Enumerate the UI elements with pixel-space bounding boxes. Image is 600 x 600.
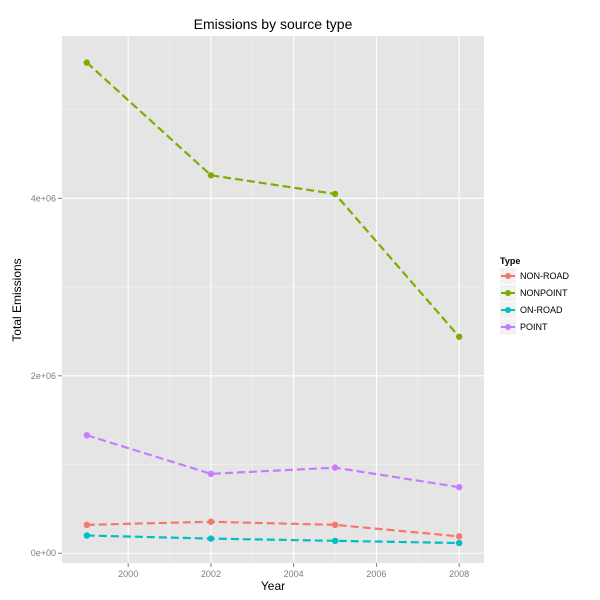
data-point-point [455, 483, 463, 491]
series-line-on-road [86, 534, 460, 545]
data-point-point [207, 470, 215, 478]
legend-item-label: POINT [520, 322, 548, 332]
data-point-point [331, 464, 339, 471]
data-point-nonpoint [331, 190, 339, 198]
y-axis-title: Total Emissions [10, 258, 24, 341]
data-point-on-road [455, 539, 463, 547]
data-point-non-road [207, 518, 215, 525]
legend-item-label: ON-ROAD [520, 305, 563, 315]
data-point-non-road [83, 521, 91, 529]
x-tick-label: 2000 [118, 569, 138, 579]
x-tick-label: 2006 [366, 569, 386, 579]
data-point-point [83, 432, 91, 439]
plot-panel [62, 36, 484, 563]
data-point-nonpoint [83, 59, 91, 66]
series-line-nonpoint [86, 61, 461, 338]
series-line-point [86, 434, 460, 489]
y-tick-label: 0e+00 [31, 548, 56, 558]
y-tick-label: 4e+06 [31, 193, 56, 203]
data-point-nonpoint [207, 172, 215, 179]
major-gridlines [62, 36, 484, 563]
legend-item-label: NON-ROAD [520, 271, 569, 281]
x-tick-label: 2002 [201, 569, 221, 579]
legend-key-point [505, 290, 511, 296]
data-point-on-road [331, 537, 339, 545]
legend-title: Type [500, 256, 520, 266]
x-axis-title: Year [261, 579, 285, 593]
x-tick-label: 2004 [284, 569, 304, 579]
legend-key-point [505, 273, 511, 279]
y-tick-label: 2e+06 [31, 371, 56, 381]
legend-key-point [505, 307, 511, 313]
data-point-non-road [331, 521, 339, 529]
minor-gridlines [62, 36, 484, 563]
series-line-non-road [86, 520, 460, 538]
data-point-on-road [83, 532, 91, 539]
x-axis: 2000 2002 2004 2006 2008 [118, 563, 469, 579]
legend-key-point [505, 324, 511, 330]
series-layer [83, 59, 463, 547]
data-point-on-road [207, 535, 215, 542]
chart-title: Emissions by source type [194, 16, 353, 32]
legend-item-label: NONPOINT [520, 288, 568, 298]
legend: Type NON-ROAD NONPOINT ON-ROAD POINT [500, 256, 569, 335]
y-axis: 0e+00 2e+06 4e+06 [31, 193, 62, 558]
x-tick-label: 2008 [449, 569, 469, 579]
data-point-nonpoint [455, 333, 463, 340]
data-point-non-road [455, 533, 463, 540]
